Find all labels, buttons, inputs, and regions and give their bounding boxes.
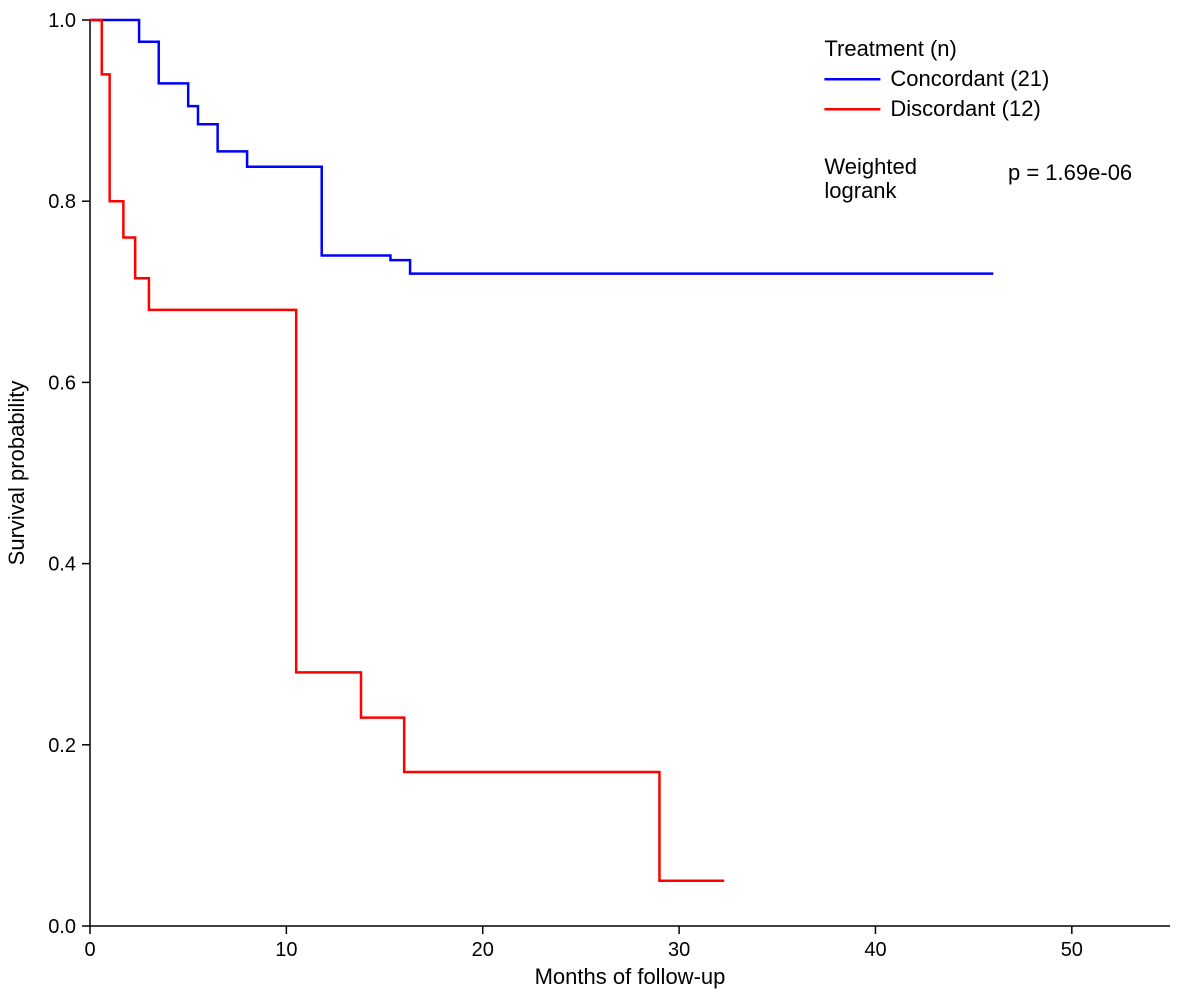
x-tick-label: 0 (84, 939, 95, 961)
series-line (90, 20, 724, 881)
x-tick-label: 30 (668, 939, 690, 961)
legend-item-label: Concordant (21) (890, 66, 1049, 91)
y-tick-label: 0.8 (48, 191, 76, 213)
x-tick-label: 20 (472, 939, 494, 961)
x-axis-title: Months of follow-up (535, 964, 726, 989)
x-tick-label: 10 (275, 939, 297, 961)
stat-p-value: p = 1.69e-06 (1008, 160, 1132, 185)
axes (90, 20, 1170, 926)
stat-test-label: Weighted (824, 154, 917, 179)
stat-test-label: logrank (824, 178, 897, 203)
legend-item-label: Discordant (12) (890, 96, 1040, 121)
x-tick-label: 40 (864, 939, 886, 961)
y-axis-title: Survival probability (4, 381, 29, 566)
y-tick-label: 0.4 (48, 554, 76, 576)
y-tick-label: 0.2 (48, 735, 76, 757)
km-survival-chart: 0 10 20 30 40 50 0.0 0.2 0.4 0.6 0.8 1.0 Months of f… (0, 0, 1200, 996)
x-tick-label: 50 (1061, 939, 1083, 961)
y-tick-label: 1.0 (48, 10, 76, 32)
legend-title: Treatment (n) (824, 36, 956, 61)
y-tick-label: 0.6 (48, 372, 76, 394)
y-tick-label: 0.0 (48, 916, 76, 938)
